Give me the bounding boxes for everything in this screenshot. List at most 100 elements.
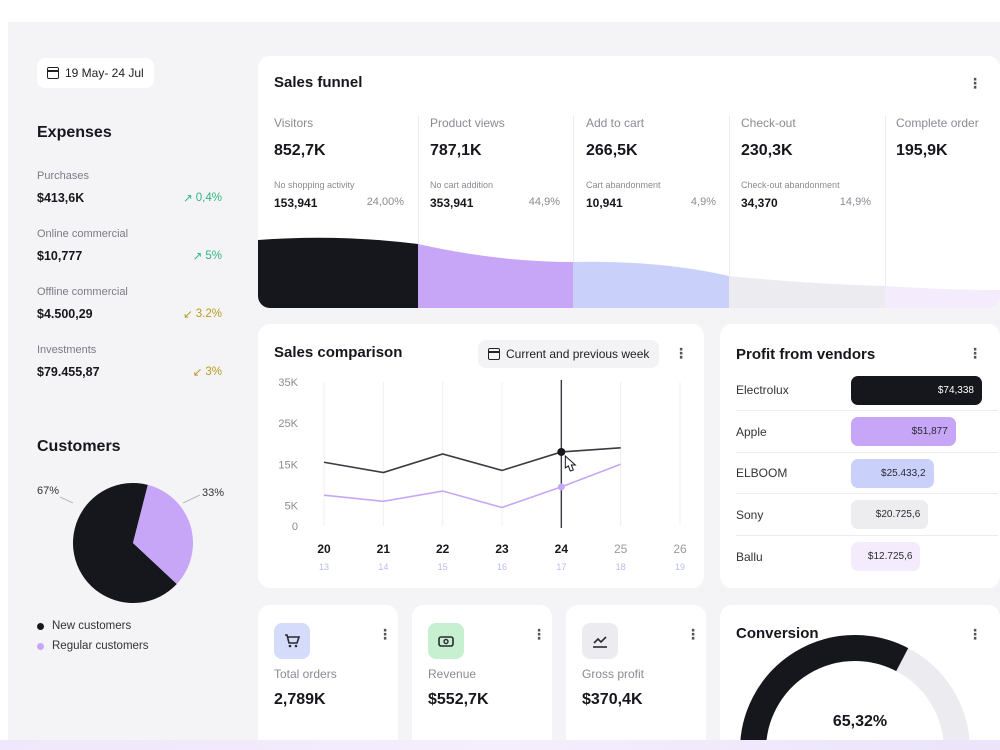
expense-change: ↗ 0,4% bbox=[183, 192, 222, 205]
pie-slice-regular-customers bbox=[133, 484, 193, 585]
date-range-label: 19 May- 24 Jul bbox=[65, 66, 144, 80]
stage-label: Check-out bbox=[741, 116, 796, 130]
expenses-title: Expenses bbox=[37, 124, 112, 141]
sales-comparison-chart[interactable]: 35K 25K 15K 5K 0 20 13 21 14 22 15 23 16 24 17 25 18 26 19 bbox=[258, 324, 704, 588]
vendor-row: ELBOOM $25.433,2 bbox=[736, 453, 998, 494]
stage-sub-value: 10,941 bbox=[586, 196, 623, 210]
expense-value: $413,6K bbox=[37, 191, 85, 205]
legend-label: Regular customers bbox=[52, 640, 149, 652]
legend-dot bbox=[37, 642, 44, 650]
vendor-bar: $20.725,6 bbox=[851, 500, 929, 529]
gauge-fill bbox=[740, 635, 909, 750]
more-options-icon[interactable]: ⋮ bbox=[686, 626, 700, 642]
stage-sub-label: No shopping activity bbox=[274, 180, 355, 190]
conversion-title: Conversion bbox=[736, 625, 819, 642]
funnel-stage-visitors: Visitors 852,7K No shopping activity 153… bbox=[274, 116, 429, 210]
divider bbox=[573, 116, 574, 306]
expense-change: ↙ 3.2% bbox=[183, 308, 222, 321]
funnel-segment-complete-order bbox=[885, 286, 1000, 308]
more-options-icon[interactable]: ⋮ bbox=[968, 75, 982, 91]
stage-value: 195,9K bbox=[896, 142, 948, 159]
divider bbox=[418, 116, 419, 306]
conversion-gauge bbox=[740, 635, 970, 750]
funnel-stage-check-out: Check-out 230,3K Check-out abandonment 3… bbox=[741, 116, 896, 210]
expense-label: Offline commercial bbox=[37, 286, 128, 298]
stage-sub-label: No cart addition bbox=[430, 180, 494, 190]
vendor-row: Sony $20.725,6 bbox=[736, 495, 998, 536]
x-tick-label: 24 bbox=[555, 542, 569, 556]
legend-dot bbox=[37, 622, 44, 630]
funnel-stage-add-to-cart: Add to cart 266,5K Cart abandonment 10,9… bbox=[586, 116, 741, 210]
stage-sub-pct: 44,9% bbox=[528, 196, 560, 208]
trend-down-icon: ↙ bbox=[183, 309, 193, 321]
y-tick-label: 5K bbox=[285, 500, 299, 512]
kpi-label: Gross profit bbox=[582, 667, 645, 681]
more-options-icon[interactable]: ⋮ bbox=[968, 345, 982, 361]
x-secondary-tick-label: 16 bbox=[497, 562, 507, 572]
expense-value: $10,777 bbox=[37, 249, 83, 263]
y-tick-label: 25K bbox=[278, 418, 298, 430]
regular-customers-pct: 33% bbox=[202, 487, 225, 499]
x-tick-label: 25 bbox=[614, 542, 628, 556]
period-selector[interactable]: Current and previous week bbox=[478, 340, 660, 368]
expense-label: Online commercial bbox=[37, 228, 129, 240]
sales-funnel-title: Sales funnel bbox=[274, 74, 363, 91]
period-label: Current and previous week bbox=[506, 347, 650, 361]
vendors-title: Profit from vendors bbox=[736, 346, 876, 363]
x-secondary-tick-label: 14 bbox=[378, 562, 388, 572]
more-options-icon[interactable]: ⋮ bbox=[378, 626, 392, 642]
trend-down-icon: ↙ bbox=[192, 367, 203, 379]
x-tick-label: 20 bbox=[317, 542, 331, 556]
kpi-card-revenue: ⋮ Revenue $552,7K bbox=[412, 605, 552, 750]
vendors-card: Profit from vendors ⋮ Electrolux $74,338 A… bbox=[720, 324, 1000, 588]
kpi-label: Total orders bbox=[274, 667, 337, 681]
kpi-card-total-orders: ⋮ Total orders 2,789K bbox=[258, 605, 398, 750]
kpi-value: 2,789K bbox=[274, 691, 326, 708]
x-secondary-tick-label: 13 bbox=[319, 562, 329, 572]
x-secondary-tick-label: 15 bbox=[438, 562, 448, 572]
stage-label: Complete order bbox=[896, 116, 979, 130]
funnel-segment-check-out bbox=[729, 276, 885, 308]
stage-label: Visitors bbox=[274, 116, 314, 130]
vendor-bar: $51,877 bbox=[851, 417, 956, 446]
x-tick-label: 22 bbox=[436, 542, 450, 556]
customers-pie-chart bbox=[59, 483, 201, 604]
expense-item-offline: Offline commercial $4.500,29 ↙ 3.2% bbox=[37, 286, 222, 321]
vendor-name: Electrolux bbox=[736, 383, 789, 397]
funnel-stage-complete-order: Complete order 195,9K bbox=[896, 116, 1000, 160]
more-options-icon[interactable]: ⋮ bbox=[968, 626, 982, 642]
stage-sub-pct: 24,00% bbox=[366, 196, 404, 208]
expense-value: $79.455,87 bbox=[37, 365, 100, 379]
expense-value: $4.500,29 bbox=[37, 307, 93, 321]
stage-label: Product views bbox=[430, 116, 505, 130]
legend-regular-customers: Regular customers bbox=[37, 640, 149, 652]
date-range-picker[interactable]: 19 May- 24 Jul bbox=[37, 58, 154, 88]
x-secondary-tick-label: 17 bbox=[556, 562, 566, 572]
more-options-icon[interactable]: ⋮ bbox=[532, 626, 546, 642]
pie-slice-new-customers bbox=[72, 483, 177, 604]
trend-up-icon: ↗ bbox=[183, 193, 193, 205]
chart-icon bbox=[582, 623, 618, 659]
kpi-card-gross-profit: ⋮ Gross profit $370,4K bbox=[566, 605, 706, 750]
stage-sub-value: 353,941 bbox=[430, 196, 474, 210]
trend-up-icon: ↗ bbox=[192, 251, 203, 263]
x-tick-label: 21 bbox=[377, 542, 391, 556]
conversion-value: 65,32% bbox=[832, 713, 888, 730]
funnel-stage-product-views: Product views 787,1K No cart addition 35… bbox=[430, 116, 585, 210]
y-tick-label: 35K bbox=[278, 377, 298, 389]
x-secondary-tick-label: 19 bbox=[675, 562, 685, 572]
stage-sub-pct: 4,9% bbox=[690, 196, 716, 208]
top-bar bbox=[0, 0, 1000, 22]
more-options-icon[interactable]: ⋮ bbox=[674, 345, 688, 361]
x-tick-label: 23 bbox=[495, 542, 509, 556]
legend-new-customers: New customers bbox=[37, 620, 131, 632]
expense-item-purchases: Purchases $413,6K ↗ 0,4% bbox=[37, 170, 222, 205]
expense-label: Purchases bbox=[37, 170, 89, 182]
sales-comparison-title: Sales comparison bbox=[274, 344, 403, 361]
legend-label: New customers bbox=[52, 620, 132, 632]
vendor-name: Sony bbox=[736, 507, 764, 522]
vendor-name: ELBOOM bbox=[736, 466, 788, 480]
kpi-value: $552,7K bbox=[428, 691, 489, 708]
expense-change: ↙ 3% bbox=[192, 366, 222, 379]
calendar-icon bbox=[488, 348, 500, 360]
